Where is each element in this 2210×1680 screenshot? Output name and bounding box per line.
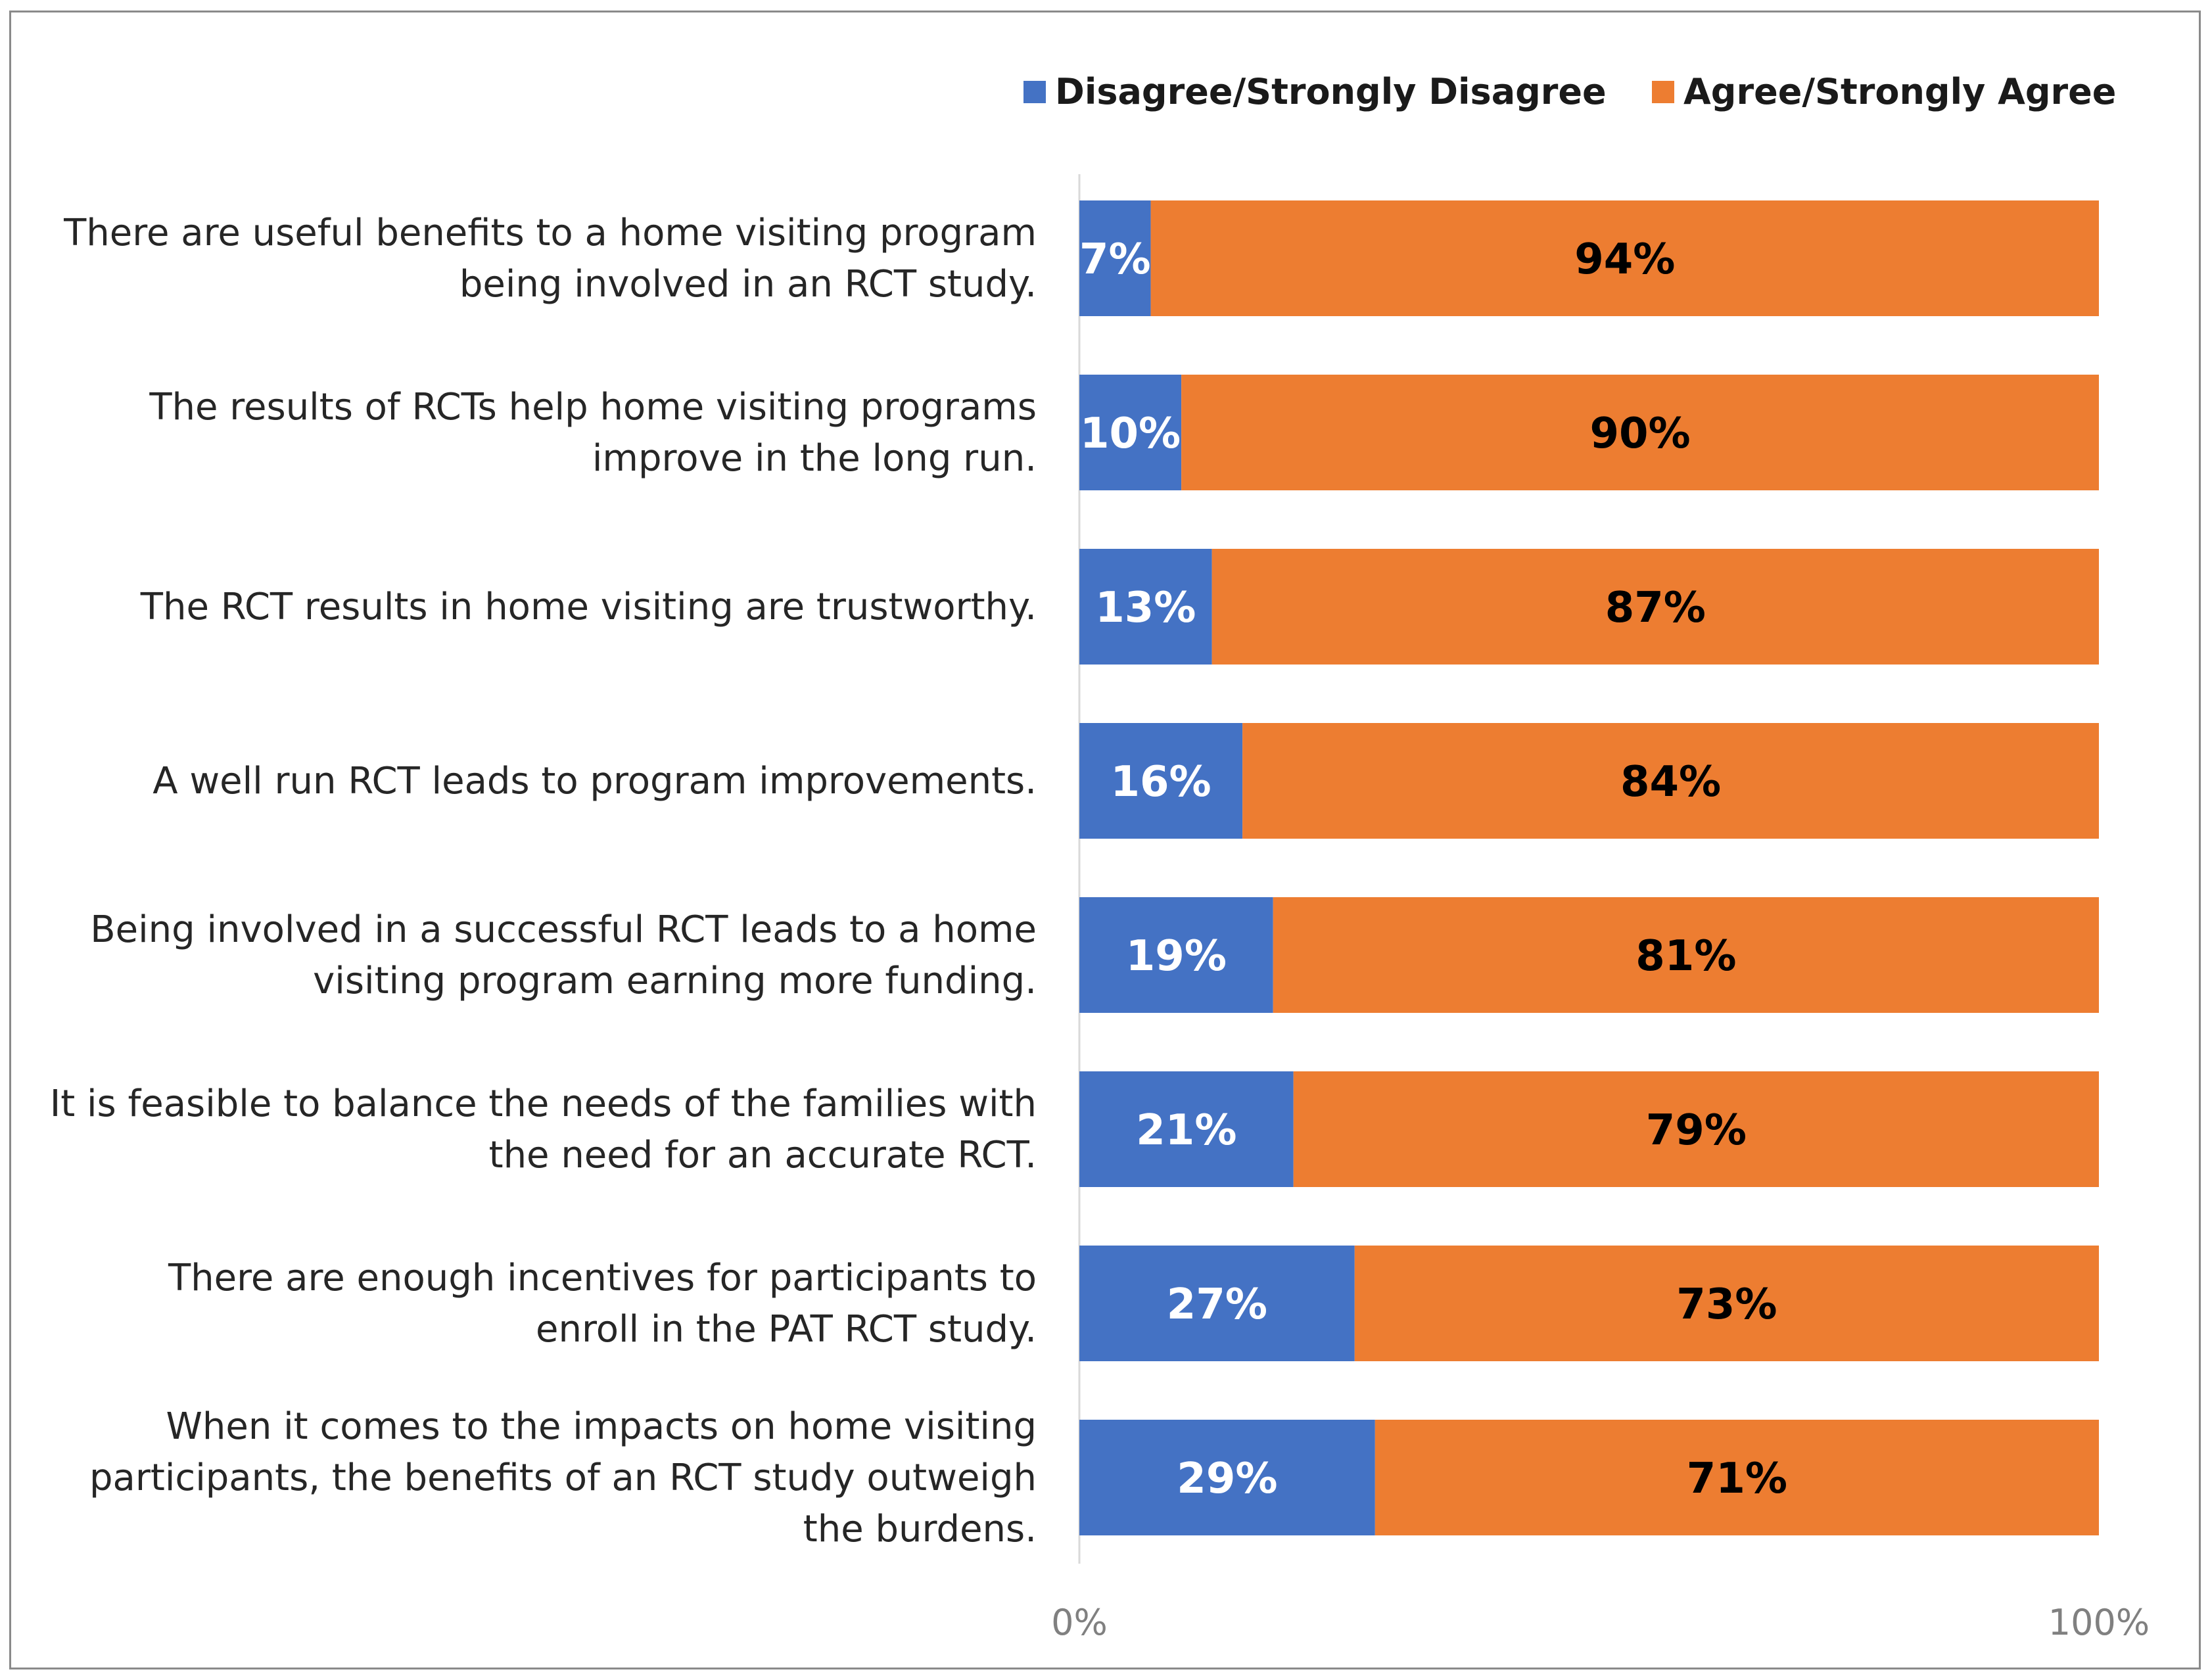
category-label-7-line-1: There are enough incentives for particip… xyxy=(168,1257,1037,1299)
category-label-6-line-1: It is feasible to balance the needs of t… xyxy=(50,1083,1037,1125)
legend-label-2: Agree/Strongly Agree xyxy=(1683,71,2116,112)
bar-agree-7 xyxy=(1354,1246,2099,1361)
data-label-agree-4: 84% xyxy=(1620,758,1721,806)
data-label-disagree-6: 21% xyxy=(1136,1106,1236,1155)
bar-agree-5 xyxy=(1273,897,2099,1013)
data-label-disagree-4: 16% xyxy=(1110,758,1211,806)
category-label-5-line-1: Being involved in a successful RCT leads… xyxy=(90,908,1037,951)
data-label-disagree-8: 29% xyxy=(1177,1455,1277,1503)
category-label-1-line-2: being involved in an RCT study. xyxy=(459,263,1037,306)
category-label-8-line-1: When it comes to the impacts on home vis… xyxy=(166,1405,1037,1448)
bar-agree-2 xyxy=(1181,375,2099,490)
data-label-disagree-1: 7% xyxy=(1079,235,1151,284)
data-label-agree-2: 90% xyxy=(1589,409,1690,458)
category-label-1-line-1: There are useful benefits to a home visi… xyxy=(63,212,1037,254)
legend: Disagree/Strongly Disagree Agree/Strongly… xyxy=(1023,71,2116,112)
bar-disagree-3 xyxy=(1079,549,1212,665)
data-label-disagree-7: 27% xyxy=(1167,1280,1267,1329)
data-label-disagree-5: 19% xyxy=(1126,932,1227,981)
category-label-2-line-2: improve in the long run. xyxy=(592,437,1037,480)
bar-disagree-5 xyxy=(1079,897,1273,1013)
bar-agree-8 xyxy=(1375,1420,2099,1535)
chart-frame: Disagree/Strongly Disagree Agree/Strongly… xyxy=(9,11,2201,1669)
category-label-2-line-1: The results of RCTs help home visiting p… xyxy=(149,386,1037,429)
category-label-6-line-2: the need for an accurate RCT. xyxy=(489,1134,1037,1177)
stacked-bar-chart: Disagree/Strongly Disagree Agree/Strongly… xyxy=(50,71,2150,1643)
bar-disagree-7 xyxy=(1079,1246,1355,1361)
data-label-agree-6: 79% xyxy=(1646,1106,1747,1155)
x-axis-ticks: 0% 100% xyxy=(1051,1602,2150,1643)
bar-disagree-4 xyxy=(1079,723,1243,839)
bar-agree-1 xyxy=(1150,200,2099,316)
data-label-agree-7: 73% xyxy=(1676,1280,1777,1329)
category-label-8-line-3: the burdens. xyxy=(803,1508,1037,1551)
category-label-5-line-2: visiting program earning more funding. xyxy=(313,960,1037,1002)
data-label-agree-1: 94% xyxy=(1574,235,1675,284)
category-label-8-line-2: participants, the benefits of an RCT stu… xyxy=(89,1457,1037,1499)
x-tick-label-1: 0% xyxy=(1051,1602,1108,1643)
x-tick-label-2: 100% xyxy=(2048,1602,2150,1643)
bar-disagree-8 xyxy=(1079,1420,1375,1535)
bar-disagree-6 xyxy=(1079,1071,1294,1187)
category-label-4-line-1: A well run RCT leads to program improvem… xyxy=(153,760,1037,803)
legend-swatch-1 xyxy=(1023,81,1046,103)
data-label-agree-3: 87% xyxy=(1605,584,1706,632)
bar-agree-6 xyxy=(1293,1071,2099,1187)
bar-disagree-1 xyxy=(1079,200,1151,316)
bar-agree-4 xyxy=(1242,723,2099,839)
legend-label-1: Disagree/Strongly Disagree xyxy=(1055,71,1607,112)
bar-agree-3 xyxy=(1211,549,2099,665)
data-label-agree-8: 71% xyxy=(1687,1455,1787,1503)
category-labels: There are useful benefits to a home visi… xyxy=(50,212,1037,1551)
category-label-3-line-1: The RCT results in home visiting are tru… xyxy=(140,586,1037,628)
data-label-disagree-2: 10% xyxy=(1080,409,1181,458)
bars: 7% 94% 10% 90% 13% 87% 16% 84% 19% 81% 21% 79% 27% 73… xyxy=(1079,200,2099,1535)
data-label-agree-5: 81% xyxy=(1635,932,1736,981)
category-label-7-line-2: enroll in the PAT RCT study. xyxy=(536,1308,1037,1351)
legend-swatch-2 xyxy=(1652,81,1674,103)
bar-disagree-2 xyxy=(1079,375,1182,490)
data-label-disagree-3: 13% xyxy=(1095,584,1196,632)
